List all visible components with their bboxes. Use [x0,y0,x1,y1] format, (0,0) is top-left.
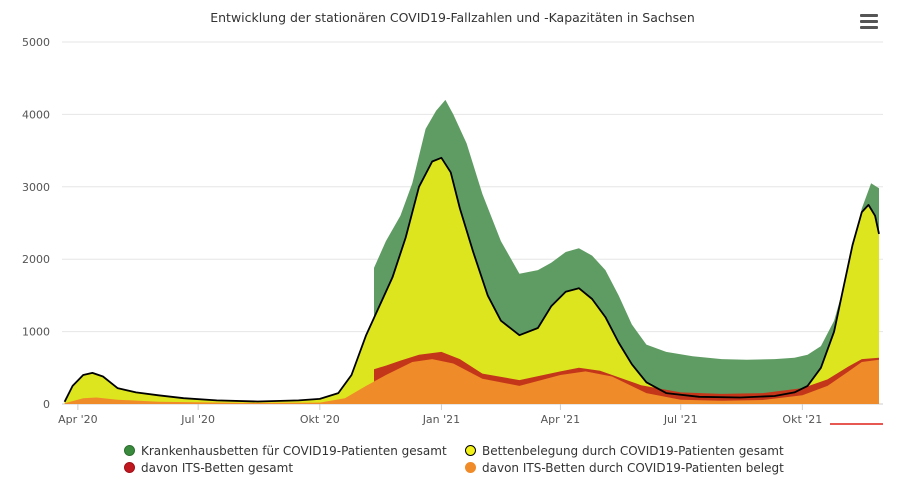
legend-label: davon ITS-Betten gesamt [141,461,294,475]
legend-marker-orange [465,462,476,473]
legend-label: Bettenbelegung durch COVID19-Patienten g… [482,444,784,458]
x-tick-label: Jan '21 [422,413,460,426]
x-tick-label: Jul '21 [663,413,698,426]
legend-item-its-belegt[interactable]: davon ITS-Betten durch COVID19-Patienten… [465,461,784,475]
legend-label: davon ITS-Betten durch COVID19-Patienten… [482,461,784,475]
legend-item-bettenbelegung[interactable]: Bettenbelegung durch COVID19-Patienten g… [465,444,784,458]
legend-label: Krankenhausbetten für COVID19-Patienten … [141,444,447,458]
y-tick-label: 4000 [22,108,50,121]
legend-marker-red [124,462,135,473]
x-tick-label: Apr '20 [58,413,98,426]
y-tick-label: 1000 [22,326,50,339]
legend-item-krankenhausbetten[interactable]: Krankenhausbetten für COVID19-Patienten … [124,444,447,458]
hamburger-menu-icon [858,14,880,29]
line-series-bettenbelegung [63,156,880,403]
area-series-bettenbelegung [64,157,880,404]
x-tick-label: Apr '21 [541,413,581,426]
y-tick-label: 2000 [22,253,50,266]
legend-marker-green [124,445,135,456]
y-tick-label: 0 [43,398,50,411]
legend-marker-yellow [465,445,476,456]
x-tick-label: Okt '20 [300,413,340,426]
y-tick-label: 3000 [22,181,50,194]
area-series-its-belegt [64,359,880,404]
legend-item-its-betten[interactable]: davon ITS-Betten gesamt [124,461,293,475]
chart-menu-button[interactable] [858,12,880,30]
chart-title: Entwicklung der stationären COVID19-Fall… [210,10,695,25]
chart-plot-area: 0 1000 2000 3000 4000 5000 Apr '20 Jul '20 Okt '… [22,36,883,426]
x-tick-label: Jul '20 [180,413,215,426]
y-tick-label: 5000 [22,36,50,49]
x-tick-label: Okt '21 [782,413,822,426]
